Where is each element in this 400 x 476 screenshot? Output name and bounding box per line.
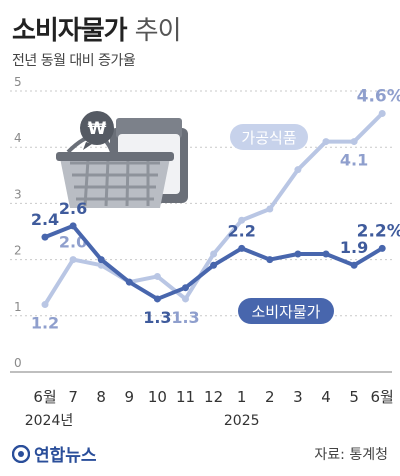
year-label: 2024년 [25,413,74,429]
cpi-point [125,278,133,286]
food-point [210,250,218,258]
x-tick-label: 12 [204,388,223,406]
cpi-point [97,256,105,264]
food-data-label: 4.6% [357,86,400,106]
cpi-point [378,244,386,252]
source-note: 자료: 통계청 [314,447,388,463]
x-tick-label: 11 [176,388,195,406]
chart-subtitle: 전년 동월 대비 증가율 [12,53,136,69]
legend-processed-food: 가공식품 [230,124,308,150]
x-tick-label: 8 [96,388,106,406]
food-data-label: 1.2 [31,314,59,333]
food-point [378,109,386,117]
cpi-point [350,261,358,269]
yonhap-logo: 연합뉴스 [12,441,97,466]
food-point [294,166,302,174]
title-main: 소비자물가 [12,16,128,46]
x-tick-label: 6월 [371,388,394,406]
grid-lines [10,90,392,373]
y-tick-label: 0 [14,356,22,370]
cpi-point [322,250,330,258]
cpi-point [41,233,49,241]
x-tick-label: 10 [148,388,167,406]
basket-illustration-icon: ₩ [56,111,188,208]
series-cpi: 2.42.6 1.3 2.2 1.92.2% [31,199,400,327]
legend-cpi: 소비자물가 [238,298,334,324]
food-data-label: 1.3 [171,308,199,327]
y-axis-ticks: 0 1 2 3 4 5 [14,75,22,370]
cpi-data-label: 1.3 [143,308,171,327]
cpi-point [266,256,274,264]
x-tick-label: 4 [321,388,331,406]
x-tick-label: 9 [125,388,135,406]
cpi-point [294,250,302,258]
food-point [350,138,358,146]
logo-text: 연합뉴스 [34,446,97,466]
legend-cpi-label: 소비자물가 [251,303,320,321]
title-sub: 추이 [134,16,182,46]
cpi-data-label: 2.4 [31,210,59,229]
food-data-label: 4.1 [340,151,368,170]
food-point [266,205,274,213]
series-processed-food: 1.22.01.34.14.6% [31,86,400,332]
y-tick-label: 5 [14,75,22,89]
chart-title: 소비자물가 추이 [12,10,182,47]
food-point [69,256,77,264]
y-tick-label: 1 [14,300,22,314]
food-point [182,295,189,303]
food-point [238,216,246,224]
cpi-point [182,284,189,292]
cpi-data-label: 2.6 [59,199,87,218]
x-tick-label: 2 [265,388,275,406]
y-tick-label: 4 [14,131,22,145]
x-tick-label: 3 [293,388,303,406]
cpi-point [210,261,218,269]
x-axis-labels: 6월 7 8 9 10 11 12 1 2 3 4 5 6월 [33,388,394,406]
cpi-point [238,244,246,252]
svg-text:₩: ₩ [88,119,107,139]
y-tick-label: 2 [14,244,22,258]
x-tick-label: 1 [237,388,247,406]
year-labels: 2024년 2025 [25,413,260,429]
year-label: 2025 [224,413,260,429]
food-point [41,301,49,309]
x-tick-label: 5 [349,388,359,406]
cpi-data-label: 1.9 [340,238,368,257]
food-point [322,138,330,146]
x-tick-label: 6월 [33,388,56,406]
y-tick-label: 3 [14,187,22,201]
x-tick-label: 7 [68,388,78,406]
legend-processed-food-label: 가공식품 [241,129,296,147]
cpi-point [153,295,161,303]
cpi-point [69,222,77,230]
cpi-data-label: 2.2 [228,221,256,240]
yonhap-mark-icon [12,444,30,463]
food-point [153,272,161,280]
cpi-data-label: 2.2% [357,221,400,241]
